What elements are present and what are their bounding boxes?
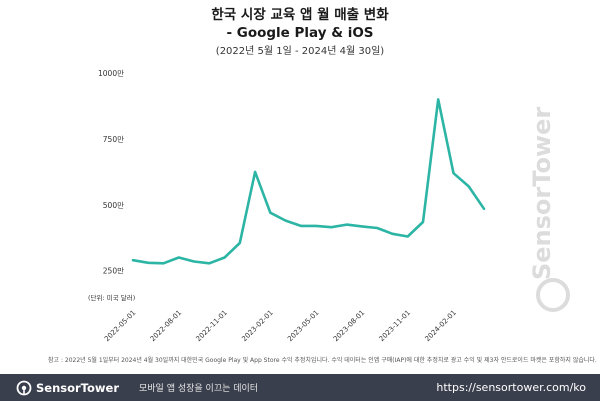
footer-tagline: 모바일 앱 성장을 이끄는 데이터 [139,384,259,394]
footer-brand: SensorTower [16,380,119,396]
chart-title-platforms: - Google Play & iOS [226,25,374,41]
footnote: 참고 : 2022년 5월 1일부터 2024년 4월 30일까지 대한민국 G… [48,357,597,364]
x-tick-label: 2023-05-01 [286,309,320,343]
x-tick-label: 2023-11-01 [378,309,412,343]
x-tick-label: 2022-05-01 [103,309,137,343]
footer-bar: SensorTower 모바일 앱 성장을 이끄는 데이터 https://se… [0,374,600,401]
x-tick-label: 2023-08-01 [332,309,366,343]
title-block: 한국 시장 교육 앱 월 매출 변화 - Google Play & iOS (… [0,6,600,59]
sensortower-logo-icon [16,380,32,395]
x-tick-label: 2024-02-01 [423,309,457,343]
watermark-logo-icon [536,278,570,312]
chart-period: (2022년 5월 1일 - 2024년 4월 30일) [215,46,385,57]
y-tick-label: 1000만 [98,69,124,78]
footer-website-link[interactable]: https://sensortower.com/ko [436,381,586,394]
revenue-series-line [131,98,486,265]
footer-brand-name: SensorTower [36,380,119,395]
unit-note: (단위: 미국 달러) [88,293,135,302]
y-tick-label: 500만 [103,201,124,210]
x-tick-label: 2022-08-01 [149,309,183,343]
x-tick-label: 2023-02-01 [240,309,274,343]
y-tick-label: 750만 [103,135,124,144]
watermark: SensorTower [528,90,578,320]
y-tick-label: 250만 [103,267,124,276]
line-chart: 250만 500만 750만 1000만 (단위: 미국 달러) 2022-05-01 20… [88,69,486,343]
x-tick-label: 2022-11-01 [195,309,229,343]
chart-title: 한국 시장 교육 앱 월 매출 변화 [211,7,389,23]
